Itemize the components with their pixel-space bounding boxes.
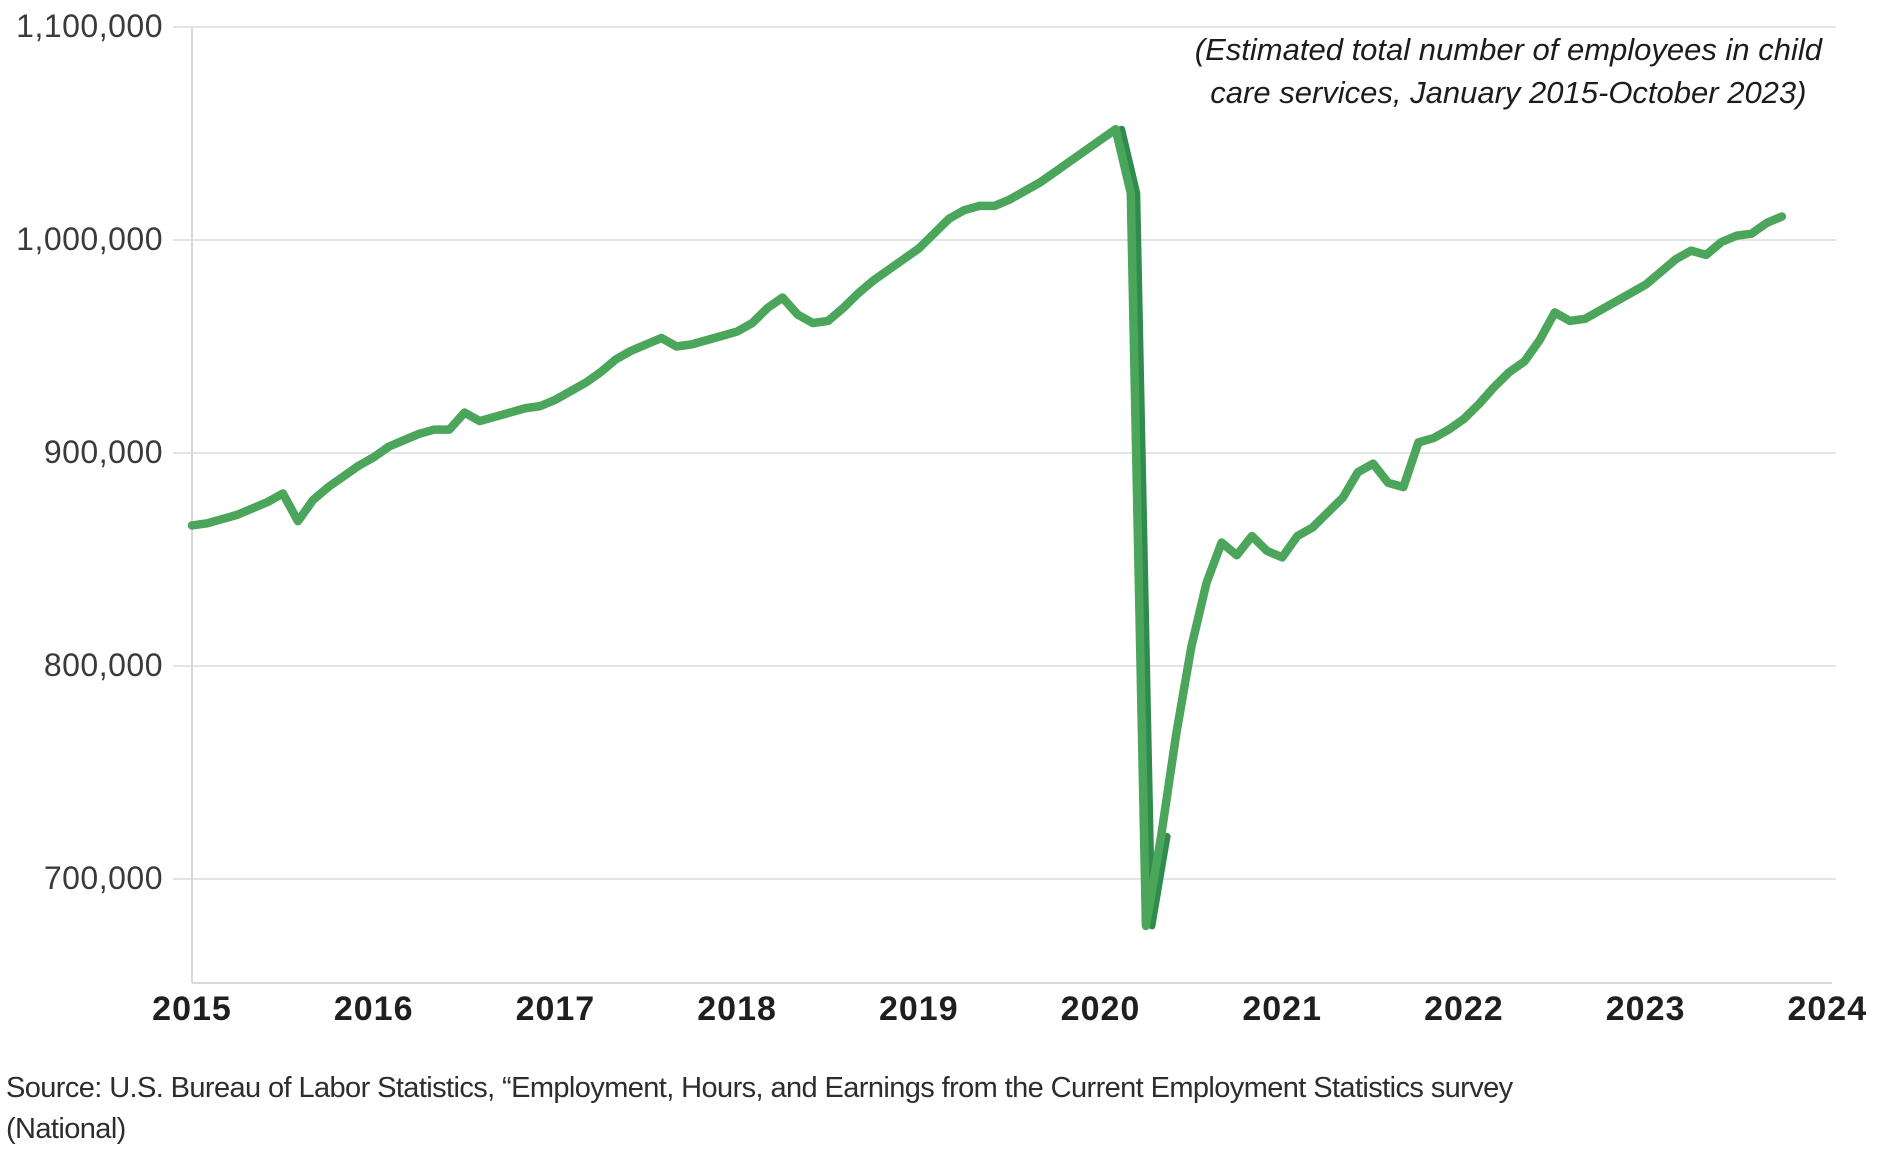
x-tick-label: 2023 xyxy=(1605,990,1686,1028)
annotation-line-2: care services, January 2015-October 2023… xyxy=(1210,75,1807,110)
x-tick-label: 2019 xyxy=(878,990,959,1028)
x-tick-label: 2020 xyxy=(1060,990,1141,1028)
source-note: Source: U.S. Bureau of Labor Statistics,… xyxy=(6,1068,1513,1150)
y-tick-label: 1,100,000 xyxy=(16,8,163,44)
x-tick-label: 2018 xyxy=(697,990,777,1028)
x-tick-label: 2024 xyxy=(1787,990,1868,1028)
x-tick-label: 2015 xyxy=(152,990,232,1028)
employment-line xyxy=(187,124,1787,931)
x-tick-label: 2017 xyxy=(515,990,596,1028)
x-tick-label: 2021 xyxy=(1242,990,1322,1028)
y-tick-label: 700,000 xyxy=(43,860,163,896)
x-tick-label: 2022 xyxy=(1424,990,1504,1028)
annotation-line-1: (Estimated total number of employees in … xyxy=(1194,32,1822,67)
y-tick-label: 1,000,000 xyxy=(16,221,163,257)
chart-annotation: (Estimated total number of employees in … xyxy=(1195,28,1822,114)
source-line-2: (National) xyxy=(6,1113,126,1145)
y-tick-label: 900,000 xyxy=(43,434,163,470)
x-tick-label: 2016 xyxy=(333,990,414,1028)
y-tick-label: 800,000 xyxy=(43,647,163,683)
source-line-1: Source: U.S. Bureau of Labor Statistics,… xyxy=(6,1072,1513,1104)
employment-line-dark-segment xyxy=(1118,125,1171,930)
